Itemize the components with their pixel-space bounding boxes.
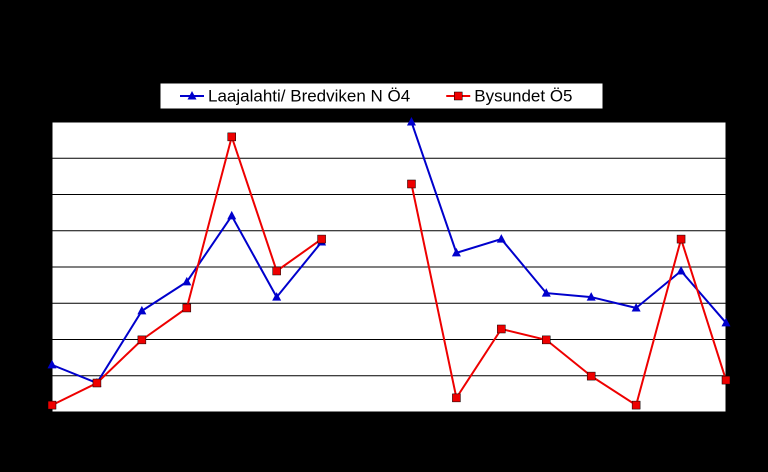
y-tick-label: 0 [35, 401, 44, 420]
point [451, 247, 461, 257]
point [272, 266, 281, 276]
point [676, 265, 686, 275]
legend [159, 82, 604, 110]
y-tick-label: 60 [25, 184, 44, 203]
point [272, 292, 282, 301]
point [317, 234, 326, 244]
point [137, 335, 147, 345]
y-tick-label: 30 [25, 293, 44, 312]
point [182, 276, 192, 286]
y-tick-label: 80 [25, 111, 44, 130]
point [452, 393, 461, 403]
point [631, 400, 641, 410]
point [407, 179, 416, 189]
y-tick-label: 20 [25, 329, 44, 348]
point [453, 91, 463, 101]
point [721, 317, 731, 327]
point [187, 91, 197, 100]
point [542, 335, 551, 345]
point [406, 117, 416, 126]
point [227, 132, 236, 142]
point [92, 378, 102, 388]
point [586, 371, 596, 381]
point [496, 234, 506, 243]
point [47, 400, 57, 410]
point [47, 359, 57, 369]
point [497, 324, 506, 334]
y-tick-label: 50 [25, 220, 44, 239]
y-tick-label: 40 [25, 256, 44, 275]
point [676, 234, 686, 244]
legend-label: Bysundet Ö5 [474, 86, 572, 105]
legend-label: Laajalahti/ Bredviken N Ö4 [208, 86, 410, 105]
point [227, 210, 237, 220]
y-tick-label: 70 [25, 148, 44, 167]
point [541, 288, 551, 297]
point [586, 292, 596, 301]
y-tick-label: 10 [25, 365, 44, 384]
point [137, 305, 147, 315]
point [631, 302, 641, 312]
point [182, 303, 192, 313]
point [721, 375, 731, 385]
